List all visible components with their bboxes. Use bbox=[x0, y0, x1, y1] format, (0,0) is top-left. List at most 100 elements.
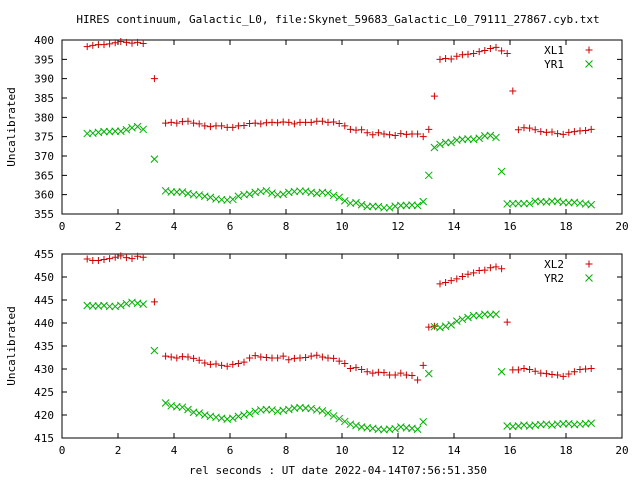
data-point bbox=[184, 405, 192, 414]
data-point bbox=[503, 318, 511, 326]
data-point bbox=[508, 199, 517, 208]
data-point bbox=[458, 273, 466, 281]
y-tick-label: 365 bbox=[34, 169, 54, 182]
data-point bbox=[318, 353, 326, 361]
x-tick-label: 20 bbox=[615, 444, 628, 457]
y-tick-label: 395 bbox=[34, 53, 54, 66]
data-point bbox=[88, 302, 97, 310]
data-point bbox=[329, 191, 338, 200]
data-point bbox=[279, 190, 288, 199]
series-yr2 bbox=[83, 298, 596, 434]
y-tick-label: 420 bbox=[34, 409, 54, 422]
data-point bbox=[464, 50, 472, 58]
y-tick-label: 385 bbox=[34, 92, 54, 105]
x-tick-label: 10 bbox=[335, 220, 348, 233]
legend-label: XL1 bbox=[544, 44, 564, 57]
data-point bbox=[83, 255, 91, 263]
y-tick-label: 435 bbox=[34, 340, 54, 353]
data-point bbox=[436, 280, 444, 288]
data-point bbox=[111, 39, 119, 47]
x-tick-label: 6 bbox=[227, 220, 234, 233]
data-point bbox=[178, 188, 187, 196]
data-point bbox=[116, 127, 125, 136]
data-point bbox=[117, 38, 125, 46]
series-xl1 bbox=[83, 38, 595, 141]
data-point bbox=[161, 399, 170, 407]
data-point bbox=[246, 354, 254, 362]
data-point bbox=[111, 127, 120, 136]
data-point bbox=[565, 128, 573, 136]
data-point bbox=[554, 371, 562, 379]
data-point bbox=[162, 352, 170, 360]
chart-title: HIRES continuum, Galactic_L0, file:Skyne… bbox=[76, 13, 599, 26]
data-point bbox=[531, 126, 539, 134]
data-point bbox=[453, 52, 461, 60]
x-tick-label: 6 bbox=[227, 444, 234, 457]
x-tick-label: 0 bbox=[59, 444, 66, 457]
x-tick-label: 2 bbox=[115, 444, 122, 457]
data-point bbox=[475, 134, 484, 143]
data-point bbox=[587, 419, 596, 428]
data-point bbox=[195, 356, 203, 364]
data-point bbox=[150, 346, 159, 355]
y-tick-label: 360 bbox=[34, 189, 54, 202]
data-point bbox=[369, 131, 377, 139]
data-point bbox=[173, 354, 181, 362]
data-point bbox=[162, 119, 170, 127]
data-point bbox=[128, 39, 136, 47]
data-point bbox=[318, 407, 327, 415]
data-point bbox=[172, 188, 181, 196]
data-point bbox=[425, 125, 433, 133]
data-point bbox=[559, 130, 567, 138]
y-tick-label: 455 bbox=[34, 248, 54, 261]
data-point bbox=[324, 409, 332, 418]
y-tick-label: 440 bbox=[34, 317, 54, 330]
data-point bbox=[559, 419, 568, 428]
x-tick-label: 18 bbox=[559, 444, 572, 457]
data-point bbox=[134, 38, 142, 46]
data-point bbox=[134, 252, 142, 260]
data-point bbox=[330, 118, 338, 126]
data-point bbox=[100, 256, 108, 264]
data-point bbox=[481, 266, 489, 274]
data-point bbox=[268, 189, 276, 197]
data-point bbox=[441, 138, 450, 147]
data-point bbox=[128, 255, 136, 263]
data-point bbox=[340, 417, 349, 426]
legend-marker bbox=[585, 60, 593, 68]
data-point bbox=[442, 279, 450, 287]
data-point bbox=[139, 39, 147, 47]
data-point bbox=[514, 199, 523, 208]
data-point bbox=[346, 125, 354, 133]
data-point bbox=[290, 120, 298, 128]
y-tick-label: 375 bbox=[34, 131, 54, 144]
data-point bbox=[447, 138, 456, 147]
data-point bbox=[464, 270, 472, 278]
data-point bbox=[218, 122, 226, 130]
y-tick-label: 430 bbox=[34, 363, 54, 376]
data-point bbox=[229, 360, 237, 368]
data-point bbox=[285, 356, 293, 364]
data-point bbox=[397, 369, 405, 377]
data-point bbox=[201, 122, 209, 130]
y-axis-label: Uncalibrated bbox=[5, 306, 18, 385]
data-point bbox=[587, 200, 596, 209]
data-point bbox=[105, 302, 114, 311]
data-point bbox=[570, 368, 578, 376]
data-point bbox=[587, 365, 595, 373]
data-point bbox=[526, 124, 534, 132]
data-point bbox=[559, 372, 567, 380]
data-point bbox=[447, 320, 456, 329]
data-point bbox=[251, 119, 259, 127]
data-point bbox=[139, 125, 148, 134]
data-point bbox=[184, 353, 192, 361]
data-point bbox=[190, 354, 198, 362]
y-tick-label: 450 bbox=[34, 271, 54, 284]
bottom-panel: 0 2 4 6 8 10 12 14 16 18 20 415 420 425 430 435 440 445 45… bbox=[5, 248, 629, 457]
data-point bbox=[486, 45, 494, 53]
data-point bbox=[363, 368, 371, 376]
data-point bbox=[565, 370, 573, 378]
series-xl2 bbox=[83, 252, 595, 384]
data-point bbox=[285, 118, 293, 126]
